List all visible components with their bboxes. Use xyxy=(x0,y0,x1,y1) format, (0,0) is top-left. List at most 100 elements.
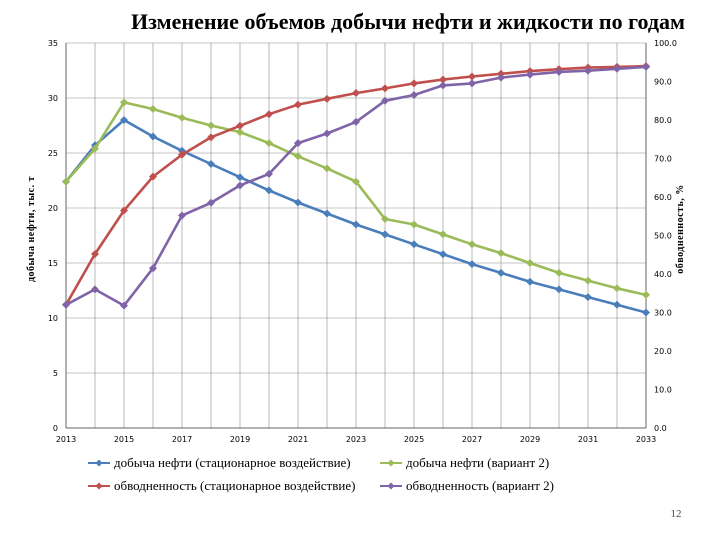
x-tick-label-5: 2023 xyxy=(346,435,366,444)
x-axis-ticks: 2013 2015 2017 2019 2021 2023 2025 2027 2029 2031… xyxy=(56,435,656,444)
y-tick-label-1: 5 xyxy=(53,369,58,378)
legend-item-1: добыча нефти (вариант 2) xyxy=(380,455,549,470)
series-1-point-12 xyxy=(410,220,418,229)
legend-marker-2 xyxy=(95,482,103,490)
y2-tick-label-5: 50.0 xyxy=(654,232,672,241)
series-3-point-9 xyxy=(323,129,331,138)
series-0-point-8 xyxy=(294,198,302,207)
series-0-point-18 xyxy=(584,293,592,302)
series-3-point-12 xyxy=(410,90,418,99)
series-2-point-9 xyxy=(323,94,331,103)
series-3-point-6 xyxy=(236,181,244,190)
axes xyxy=(65,43,647,429)
series-0-point-9 xyxy=(323,209,331,218)
legend-marker-3 xyxy=(387,482,395,490)
legend-label-0: добыча нефти (стационарное воздействие) xyxy=(114,455,351,470)
series-1-point-15 xyxy=(497,249,505,258)
y2-tick-label-0: 0.0 xyxy=(654,424,667,433)
series-3-point-8 xyxy=(294,139,302,148)
y2-tick-label-9: 90.0 xyxy=(654,78,672,87)
series-3-point-18 xyxy=(584,66,592,75)
series-3-point-0 xyxy=(62,300,70,309)
series-3-point-14 xyxy=(468,79,476,88)
page-number: 12 xyxy=(671,508,682,520)
series-2-point-6 xyxy=(236,121,244,130)
series-1-point-7 xyxy=(265,139,273,148)
series-1-point-6 xyxy=(236,128,244,137)
legend-label-2: обводненность (стационарное воздействие) xyxy=(114,478,355,493)
y2-tick-label-6: 60.0 xyxy=(654,193,672,202)
series-3-point-7 xyxy=(265,169,273,178)
series-3-point-10 xyxy=(352,117,360,126)
series-1-point-9 xyxy=(323,164,331,173)
x-tick-label-3: 2019 xyxy=(230,435,250,444)
series-2-point-12 xyxy=(410,79,418,88)
series-1-point-8 xyxy=(294,152,302,161)
legend-item-2: обводненность (стационарное воздействие) xyxy=(88,478,355,493)
y2-tick-label-1: 10.0 xyxy=(654,386,672,395)
series-1-point-16 xyxy=(526,259,534,267)
legend-label-3: обводненность (вариант 2) xyxy=(406,478,554,493)
series-1-point-13 xyxy=(439,230,447,239)
series-0-point-7 xyxy=(265,186,273,195)
series-3-point-16 xyxy=(526,70,534,79)
series-1-point-3 xyxy=(149,105,157,113)
x-tick-label-6: 2025 xyxy=(404,435,424,444)
series-0-point-19 xyxy=(613,300,621,309)
legend-marker-1 xyxy=(387,459,395,467)
series-2-point-7 xyxy=(265,110,273,119)
y-tick-label-0: 0 xyxy=(53,424,58,433)
x-tick-label-7: 2027 xyxy=(462,435,482,444)
series-0-point-10 xyxy=(352,220,360,229)
series-0-point-13 xyxy=(439,250,447,259)
series-1-point-0 xyxy=(62,177,70,186)
series-3-point-13 xyxy=(439,81,447,90)
y-tick-label-2: 10 xyxy=(48,314,58,323)
series-3-point-20 xyxy=(642,62,650,71)
y2-tick-label-2: 20.0 xyxy=(654,347,672,356)
series-1-point-14 xyxy=(468,240,476,249)
x-tick-label-1: 2015 xyxy=(114,435,134,444)
series-2-point-4 xyxy=(178,150,186,159)
series-0-point-12 xyxy=(410,240,418,249)
series-2-point-11 xyxy=(381,84,389,93)
y2-tick-label-3: 30.0 xyxy=(654,309,672,318)
series-3 xyxy=(62,62,650,310)
legend-item-3: обводненность (вариант 2) xyxy=(380,478,554,493)
series-1-point-1 xyxy=(91,144,99,153)
series-3-point-11 xyxy=(381,96,389,105)
y2-tick-label-4: 40.0 xyxy=(654,270,672,279)
series-1-point-4 xyxy=(178,113,186,122)
series-3-point-17 xyxy=(555,67,563,76)
series-1-point-2 xyxy=(120,98,128,107)
series-3-point-1 xyxy=(91,285,99,294)
series-1-point-17 xyxy=(555,268,563,277)
legend-marker-0 xyxy=(95,459,103,467)
x-tick-label-10: 2033 xyxy=(636,435,656,444)
series-0-point-20 xyxy=(642,308,650,317)
series-2-point-13 xyxy=(439,75,447,84)
series-0-point-3 xyxy=(149,132,157,141)
legend-item-0: добыча нефти (стационарное воздействие) xyxy=(88,455,351,470)
series-0-point-16 xyxy=(526,277,534,286)
y-tick-label-6: 30 xyxy=(48,94,58,103)
x-tick-label-2: 2017 xyxy=(172,435,192,444)
series-0-point-14 xyxy=(468,260,476,269)
series-0-point-6 xyxy=(236,173,244,182)
x-tick-label-8: 2029 xyxy=(520,435,540,444)
y-tick-label-3: 15 xyxy=(48,259,58,268)
y-axis-ticks: 0 5 10 15 20 25 30 35 xyxy=(48,39,58,433)
y2-tick-label-8: 80.0 xyxy=(654,116,672,125)
x-tick-label-4: 2021 xyxy=(288,435,308,444)
y2-axis-ticks: 0.0 10.0 20.0 30.0 40.0 50.0 60.0 70.0 80.0 90.0 1… xyxy=(654,39,677,433)
series-1-point-18 xyxy=(584,276,592,285)
series-0-point-11 xyxy=(381,230,389,239)
series-1 xyxy=(62,98,650,299)
series-3-point-5 xyxy=(207,198,215,207)
y-tick-label-5: 25 xyxy=(48,149,58,158)
y-tick-label-7: 35 xyxy=(48,39,58,48)
x-tick-label-0: 2013 xyxy=(56,435,76,444)
series-0-point-2 xyxy=(120,116,128,124)
series-3-point-2 xyxy=(120,301,128,310)
series-0-point-15 xyxy=(497,268,505,277)
